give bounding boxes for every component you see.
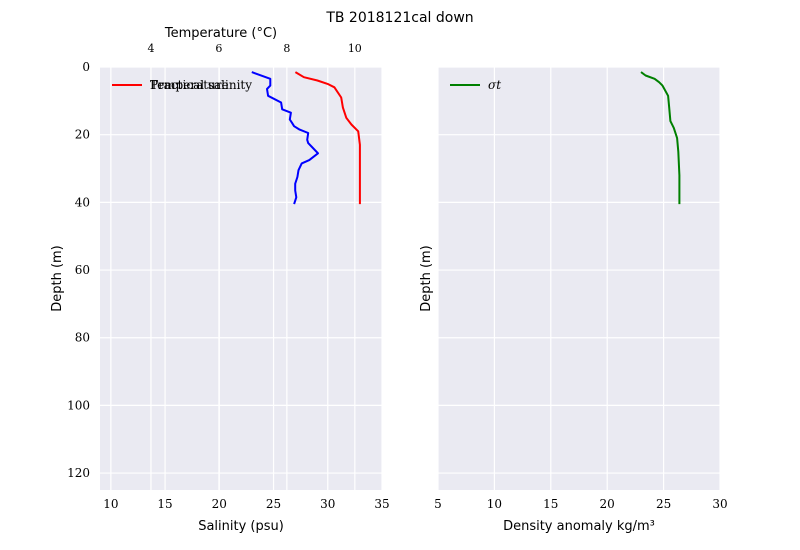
x-tick-label: 15 — [543, 497, 558, 511]
legend-label: σt — [488, 78, 501, 92]
y-tick-label: 120 — [67, 466, 90, 480]
x-axis-label: Salinity (psu) — [198, 519, 284, 534]
legend-label: Temperature — [150, 78, 229, 92]
top-axis-label: Temperature (°C) — [164, 26, 277, 41]
legend: σt — [450, 78, 501, 92]
series-line — [294, 71, 361, 205]
x-tick-label: 20 — [600, 497, 615, 511]
x-tick-label: 20 — [212, 497, 227, 511]
chart-panel-right: 5 10 15 20 25 30 Density anomaly kg/m³ Depth (m… — [419, 66, 728, 534]
x-tick-label: 10 — [103, 497, 118, 511]
y-tick-label: 20 — [75, 128, 90, 142]
x-tick-label: 30 — [320, 497, 335, 511]
x-tick-label: 35 — [374, 497, 389, 511]
x-axis-label: Density anomaly kg/m³ — [503, 519, 655, 534]
plot-area — [438, 67, 720, 490]
y-tick-label: 60 — [75, 263, 90, 277]
top-tick-label: 4 — [147, 42, 154, 55]
y-axis-label: Depth (m) — [419, 245, 434, 312]
x-tick-label: 25 — [266, 497, 281, 511]
x-tick-label: 15 — [157, 497, 172, 511]
series-line — [251, 71, 319, 205]
y-axis-label: Depth (m) — [50, 245, 65, 312]
x-tick-label: 5 — [434, 497, 442, 511]
x-tick-label: 30 — [712, 497, 727, 511]
top-tick-label: 10 — [348, 42, 362, 55]
series-line — [640, 71, 681, 205]
y-tick-label: 40 — [75, 195, 90, 209]
legend-label: Practical salinity — [150, 78, 252, 92]
chart-panel-left: 4 6 8 10 Temperature (°C) 10 15 20 25 30 35 0 20 40 60… — [50, 26, 390, 534]
plot-area — [100, 67, 382, 490]
y-tick-label: 80 — [75, 331, 90, 345]
top-tick-label: 8 — [283, 42, 290, 55]
y-tick-label: 0 — [82, 60, 90, 74]
chart-panels: 4 6 8 10 Temperature (°C) 10 15 20 25 30 35 0 20 40 60… — [50, 26, 728, 534]
top-tick-label: 6 — [215, 42, 222, 55]
y-tick-label: 100 — [67, 398, 90, 412]
x-tick-label: 10 — [487, 497, 502, 511]
x-tick-label: 25 — [656, 497, 671, 511]
figure-title: TB 2018121cal down — [325, 10, 473, 26]
